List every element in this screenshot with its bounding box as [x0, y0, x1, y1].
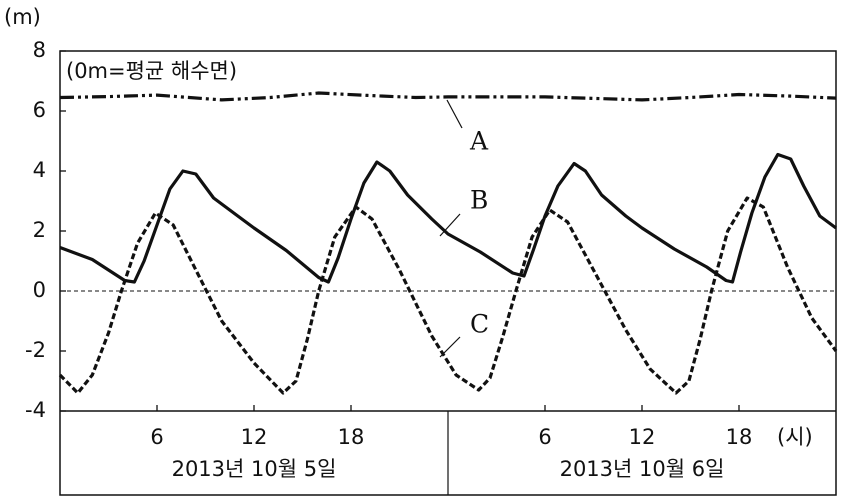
day-label: 2013년 10월 5일: [172, 457, 337, 481]
y-tick-label: 0: [33, 278, 46, 302]
leader-line: [446, 99, 463, 129]
series-line: [59, 91, 837, 102]
x-tick-label: 6: [150, 425, 163, 449]
series-line: [59, 152, 837, 284]
x-tick-label: 12: [241, 425, 268, 449]
y-tick-label: 8: [33, 38, 46, 62]
y-tick-label: 6: [33, 98, 46, 122]
x-tick-label: 6: [538, 425, 551, 449]
x-tick-label: 18: [338, 425, 365, 449]
series-label: C: [470, 310, 489, 339]
x-tick-label: 12: [629, 425, 656, 449]
y-tick-label: -4: [25, 398, 46, 422]
series-line: [58, 196, 838, 395]
y-tick-label: 2: [33, 218, 46, 242]
y-axis-label: (m): [4, 5, 41, 29]
y-tick-label: -2: [25, 338, 46, 362]
series-label: A: [469, 127, 489, 156]
leader-line: [439, 213, 461, 237]
annotation: (0m=평균 해수면): [66, 59, 237, 83]
day-label: 2013년 10월 6일: [560, 457, 725, 481]
series-label: B: [470, 186, 488, 215]
x-unit: (시): [777, 425, 813, 449]
x-tick-label: 18: [726, 425, 753, 449]
y-tick-label: 4: [33, 158, 46, 182]
